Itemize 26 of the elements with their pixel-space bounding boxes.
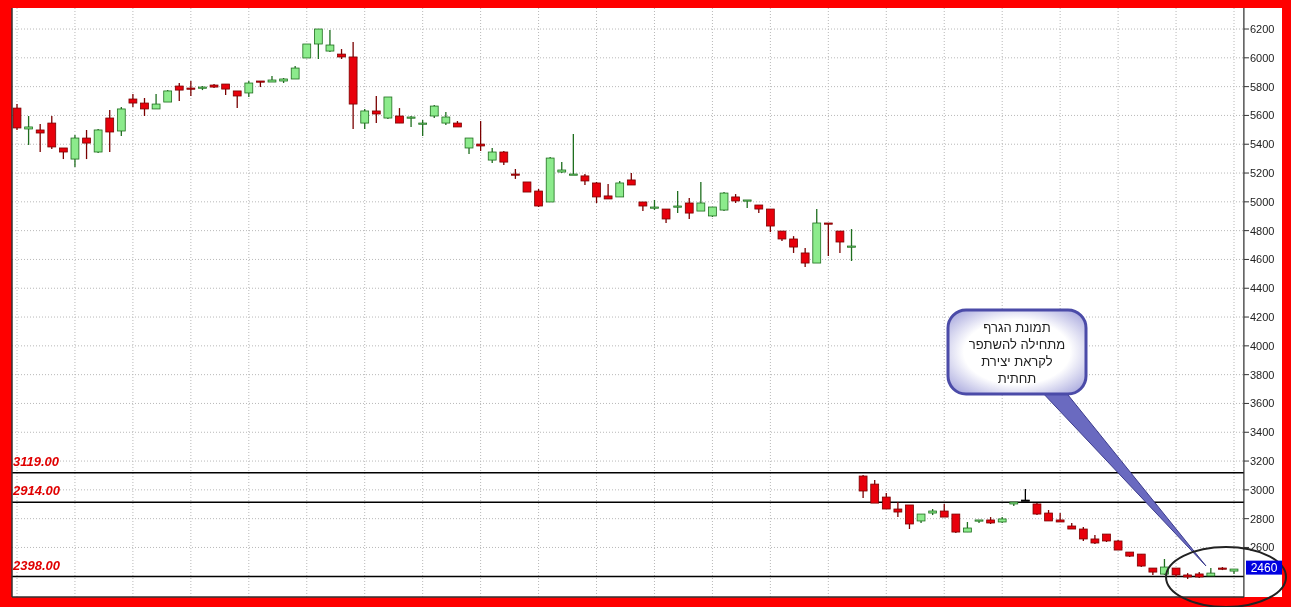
y-tick-label: 2800 bbox=[1250, 512, 1275, 525]
annotation: תמונת הגרף מתחילה להשתפר לקראת יצירת תחתית bbox=[968, 320, 1066, 386]
y-tick-label: 4000 bbox=[1250, 339, 1275, 352]
ref-line: 3119.00 bbox=[11, 453, 1245, 474]
ref-line-label: 2914.00 bbox=[12, 483, 61, 499]
y-tick-label: 4800 bbox=[1250, 224, 1275, 237]
annotation: 2460 bbox=[1250, 561, 1278, 576]
y-tick-label: 3800 bbox=[1250, 368, 1275, 381]
y-tick-label: 3200 bbox=[1250, 455, 1275, 468]
y-tick-label: 5800 bbox=[1250, 80, 1275, 93]
ref-line-label: 2398.00 bbox=[12, 557, 61, 573]
y-tick-label: 6000 bbox=[1250, 51, 1275, 64]
y-tick-label: 3400 bbox=[1250, 426, 1275, 439]
y-tick-label: 5400 bbox=[1250, 138, 1275, 151]
y-tick-label: 3600 bbox=[1250, 397, 1275, 410]
y-tick-label: 4200 bbox=[1250, 311, 1275, 324]
y-tick-label: 5600 bbox=[1250, 109, 1275, 122]
ref-line: 2914.00 bbox=[11, 483, 1245, 503]
y-tick-label: 4600 bbox=[1250, 253, 1275, 266]
ref-line: 2398.00 bbox=[11, 557, 1245, 578]
y-tick-label: 4400 bbox=[1250, 282, 1275, 295]
ref-line-label: 3119.00 bbox=[13, 453, 60, 469]
y-tick-label: 3000 bbox=[1250, 483, 1275, 496]
y-tick-label: 5200 bbox=[1250, 167, 1275, 180]
y-tick-label: 5000 bbox=[1250, 195, 1275, 208]
y-tick-label: 6200 bbox=[1250, 23, 1275, 36]
